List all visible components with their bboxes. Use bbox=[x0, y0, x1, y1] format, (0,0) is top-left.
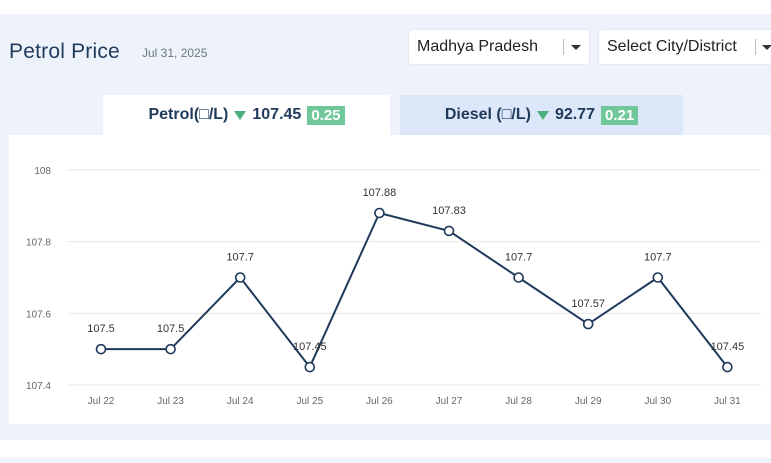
x-tick-label: Jul 28 bbox=[505, 396, 532, 407]
tab-diesel-price: 92.77 bbox=[554, 106, 595, 123]
data-label: 107.57 bbox=[571, 298, 605, 310]
state-select-divider bbox=[563, 39, 564, 55]
data-point bbox=[443, 225, 455, 237]
data-label: 107.88 bbox=[363, 187, 397, 199]
x-tick-label: Jul 22 bbox=[88, 396, 115, 407]
y-tick-label: 107.8 bbox=[26, 238, 51, 249]
tab-diesel-label: Diesel (□/L) bbox=[444, 106, 531, 123]
x-tick-label: Jul 23 bbox=[157, 396, 184, 407]
x-tick-label: Jul 27 bbox=[436, 396, 463, 407]
data-point bbox=[374, 207, 385, 219]
data-label: 107.83 bbox=[432, 205, 466, 217]
city-select-value: Select City/District bbox=[607, 38, 737, 55]
x-tick-label: Jul 31 bbox=[714, 396, 741, 407]
tab-petrol-label: Petrol(□/L) bbox=[148, 106, 229, 123]
page-title: Petrol Price bbox=[9, 40, 120, 63]
data-label: 107.5 bbox=[157, 323, 185, 335]
price-date: Jul 31, 2025 bbox=[142, 46, 208, 60]
data-point bbox=[722, 361, 733, 373]
x-tick-label: Jul 25 bbox=[296, 396, 323, 407]
data-point bbox=[234, 272, 246, 283]
x-tick-label: Jul 24 bbox=[227, 396, 254, 407]
data-label: 107.7 bbox=[226, 252, 254, 264]
state-select-value: Madhya Pradesh bbox=[417, 38, 538, 55]
x-tick-label: Jul 26 bbox=[366, 396, 393, 407]
down-arrow-icon bbox=[536, 110, 549, 120]
tab-petrol-price: 107.45 bbox=[252, 106, 302, 123]
data-point bbox=[513, 272, 524, 283]
city-select[interactable]: Select City/District bbox=[599, 30, 771, 64]
chevron-down-icon bbox=[571, 45, 581, 50]
data-label: 107.45 bbox=[711, 341, 745, 353]
data-point bbox=[95, 343, 107, 355]
down-arrow-icon bbox=[234, 110, 247, 120]
x-tick-label: Jul 30 bbox=[644, 396, 671, 407]
data-label: 107.7 bbox=[505, 252, 533, 264]
x-tick-label: Jul 29 bbox=[575, 396, 602, 407]
series-line bbox=[101, 211, 729, 370]
data-label: 107.7 bbox=[644, 252, 672, 264]
chevron-down-icon bbox=[762, 45, 771, 50]
chart-area: 107.4 107.6 107.8 108 Jul 22 Jul 23 Jul 24 Jul … bbox=[9, 135, 771, 424]
data-point bbox=[652, 272, 664, 283]
city-select-divider bbox=[755, 39, 756, 55]
tab-diesel-change-badge: 0.21 bbox=[600, 105, 639, 125]
data-point bbox=[304, 361, 316, 373]
data-point bbox=[165, 343, 176, 355]
tab-petrol[interactable]: Petrol(□/L) 107.45 0.25 bbox=[103, 95, 390, 135]
data-label: 107.5 bbox=[87, 323, 115, 335]
bottom-strip bbox=[0, 458, 771, 463]
y-tick-label: 107.4 bbox=[26, 381, 51, 392]
state-select[interactable]: Madhya Pradesh bbox=[409, 30, 589, 64]
tab-petrol-change-badge: 0.25 bbox=[307, 105, 345, 125]
tab-diesel[interactable]: Diesel (□/L) 92.77 0.21 bbox=[400, 95, 683, 135]
price-line-chart: 107.4 107.6 107.8 108 Jul 22 Jul 23 Jul 24 Jul … bbox=[26, 166, 761, 407]
data-point bbox=[582, 318, 594, 330]
y-tick-label: 107.6 bbox=[26, 309, 51, 320]
data-label: 107.45 bbox=[293, 341, 327, 353]
y-tick-label: 108 bbox=[34, 166, 51, 177]
